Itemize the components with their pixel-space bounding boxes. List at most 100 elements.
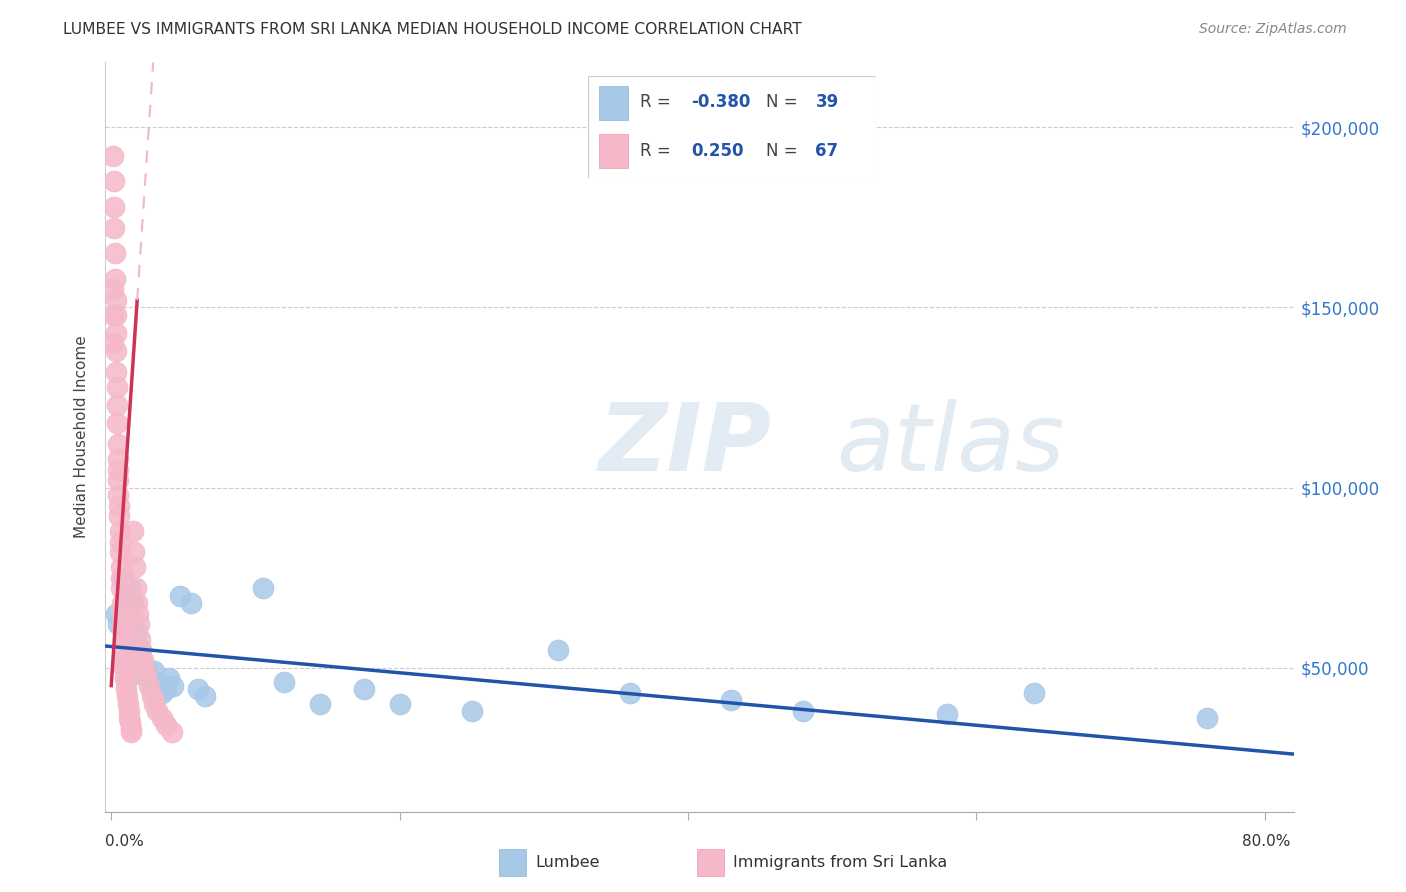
Point [143, 664, 166, 678]
Point [107, 462, 129, 476]
Point [353, 682, 375, 697]
Point [125, 642, 148, 657]
Point [115, 690, 138, 704]
Point [105, 365, 128, 379]
Point [155, 682, 177, 697]
Point [309, 697, 332, 711]
Point [129, 653, 152, 667]
Point [110, 571, 132, 585]
Point [114, 672, 136, 686]
Point [125, 596, 148, 610]
Point [107, 437, 129, 451]
Point [619, 686, 641, 700]
Point [107, 451, 129, 466]
Point [125, 582, 148, 596]
Point [107, 473, 129, 487]
Point [547, 642, 569, 657]
Point [120, 722, 142, 736]
Point [1022, 686, 1045, 700]
Point [138, 679, 160, 693]
Point [112, 642, 135, 657]
Point [180, 596, 202, 610]
Point [111, 617, 134, 632]
Point [148, 675, 170, 690]
Point [117, 697, 139, 711]
Point [129, 632, 152, 646]
Point [110, 596, 132, 610]
Point [131, 642, 153, 657]
Point [134, 660, 156, 674]
Point [122, 545, 145, 559]
Point [118, 711, 141, 725]
Point [104, 293, 127, 308]
Point [107, 488, 129, 502]
Point [141, 682, 163, 697]
Point [127, 607, 149, 621]
Point [112, 660, 135, 674]
Text: Source: ZipAtlas.com: Source: ZipAtlas.com [1199, 22, 1347, 37]
Text: 67: 67 [815, 142, 838, 160]
Point [169, 589, 191, 603]
Point [105, 416, 128, 430]
Point [107, 617, 129, 632]
Point [117, 596, 139, 610]
Point [110, 559, 132, 574]
Point [792, 704, 814, 718]
Point [194, 690, 217, 704]
Point [111, 571, 134, 585]
Point [146, 704, 169, 718]
Point [105, 398, 128, 412]
Text: R =: R = [640, 142, 676, 160]
Point [108, 534, 131, 549]
Point [388, 697, 411, 711]
Text: ZIP: ZIP [599, 399, 772, 491]
Point [105, 379, 128, 393]
Point [108, 545, 131, 559]
Text: atlas: atlas [837, 399, 1064, 490]
Point [273, 675, 295, 690]
Point [121, 617, 143, 632]
Point [143, 697, 166, 711]
Point [135, 668, 157, 682]
Bar [499, 849, 526, 876]
Point [155, 718, 177, 732]
Point [104, 246, 127, 260]
Point [101, 308, 124, 322]
Point [128, 617, 150, 632]
Point [160, 725, 183, 739]
Point [104, 308, 127, 322]
Point [111, 624, 134, 639]
Point [115, 682, 138, 697]
Point [150, 711, 173, 725]
Text: LUMBEE VS IMMIGRANTS FROM SRI LANKA MEDIAN HOUSEHOLD INCOME CORRELATION CHART: LUMBEE VS IMMIGRANTS FROM SRI LANKA MEDI… [63, 22, 801, 37]
Point [127, 624, 149, 639]
Point [107, 499, 129, 513]
Point [162, 679, 184, 693]
Point [101, 282, 124, 296]
Point [103, 336, 125, 351]
Point [105, 343, 128, 358]
Point [103, 149, 125, 163]
Point [150, 686, 173, 700]
Point [141, 690, 163, 704]
Point [124, 559, 146, 574]
Point [114, 675, 136, 690]
Point [108, 524, 131, 538]
Point [132, 653, 155, 667]
Point [252, 582, 274, 596]
Point [936, 707, 959, 722]
Point [111, 607, 134, 621]
Point [138, 672, 160, 686]
Point [117, 704, 139, 718]
Bar [599, 135, 628, 168]
Y-axis label: Median Household Income: Median Household Income [75, 335, 90, 539]
Point [187, 682, 209, 697]
Point [104, 271, 127, 285]
Point [103, 200, 125, 214]
Point [157, 672, 180, 686]
Text: -0.380: -0.380 [692, 94, 751, 112]
Point [118, 714, 141, 729]
Point [103, 221, 125, 235]
Point [112, 653, 135, 667]
Point [118, 582, 141, 596]
